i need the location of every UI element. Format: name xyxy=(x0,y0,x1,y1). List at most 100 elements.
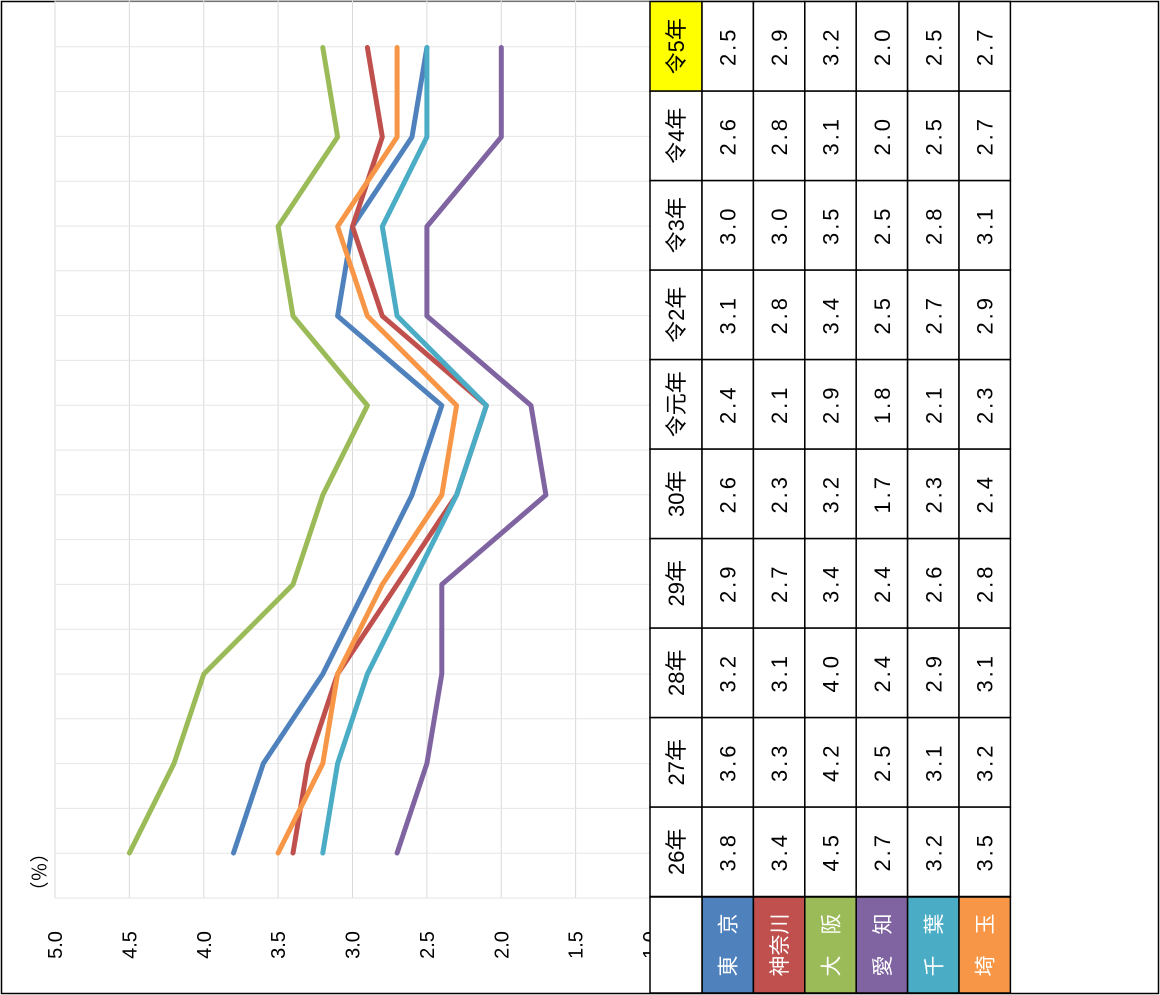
table-value-cell xyxy=(906,358,960,450)
table-value: 3.2 xyxy=(716,653,741,693)
table-value-cell xyxy=(804,269,857,361)
series-line-0 xyxy=(231,45,445,856)
table-value: 3.5 xyxy=(973,832,998,872)
table-value-cell xyxy=(958,716,1012,808)
table-value-cell xyxy=(855,0,909,92)
table-series-name: 千 葉 xyxy=(923,914,946,977)
table-value: 3.0 xyxy=(767,205,792,245)
y-tick-label: 4.5 xyxy=(119,931,141,959)
table-value-cell xyxy=(958,627,1012,719)
table-value: 3.1 xyxy=(973,653,998,693)
table-value-cell xyxy=(752,358,806,450)
y-tick-label: 2.0 xyxy=(491,931,513,959)
table-category-cell xyxy=(649,627,703,719)
table-category-cell xyxy=(649,179,703,271)
table-value: 2.3 xyxy=(921,474,946,514)
table-value-cell xyxy=(804,90,857,182)
table-value: 3.0 xyxy=(716,205,741,245)
table-series-name: 愛 知 xyxy=(872,914,895,977)
table-category-cell xyxy=(649,0,703,92)
table-value: 2.9 xyxy=(973,295,998,335)
table-value: 2.9 xyxy=(767,26,792,66)
table-value-cell xyxy=(958,806,1012,898)
table-series-name: 東 京 xyxy=(718,914,741,977)
table-value: 2.9 xyxy=(819,384,844,424)
table-value: 2.0 xyxy=(870,26,895,66)
table-category-cell xyxy=(649,269,703,361)
table-value-cell xyxy=(701,90,755,182)
table-value-cell xyxy=(804,806,857,898)
table-value-cell xyxy=(855,627,909,719)
table-category-cell xyxy=(649,806,703,898)
table-value: 3.8 xyxy=(716,832,741,872)
table-value-cell xyxy=(958,0,1012,92)
table-corner-cell xyxy=(649,896,703,994)
table-value-cell xyxy=(701,806,755,898)
table-value: 2.7 xyxy=(973,116,998,156)
table-value: 2.9 xyxy=(921,653,946,693)
table-series-name: 神奈川 xyxy=(769,914,792,977)
table-value: 2.4 xyxy=(716,384,741,424)
y-tick-labels: 5.04.54.03.53.02.52.01.51.0 xyxy=(45,931,662,959)
table-value-cell xyxy=(958,448,1012,540)
table-value: 2.4 xyxy=(973,474,998,514)
table-value: 2.3 xyxy=(973,384,998,424)
table-category-label: 29年 xyxy=(664,560,689,606)
table-value: 2.6 xyxy=(716,474,741,514)
table-value: 2.5 xyxy=(870,295,895,335)
table-value-cell xyxy=(958,269,1012,361)
table-value: 3.1 xyxy=(767,653,792,693)
table-value: 2.5 xyxy=(870,742,895,782)
table-value-cell xyxy=(855,269,909,361)
y-tick-label: 5.0 xyxy=(45,931,67,959)
table-value: 1.8 xyxy=(870,384,895,424)
table-value: 3.1 xyxy=(973,205,998,245)
table-category-label: 27年 xyxy=(664,739,689,785)
table-category-label: 令元年 xyxy=(664,371,689,437)
table-category-label: 令4年 xyxy=(664,108,689,164)
table-value: 2.1 xyxy=(921,384,946,424)
table-value-cell xyxy=(855,90,909,182)
table-value-cell xyxy=(906,269,960,361)
table-value: 2.7 xyxy=(767,563,792,603)
table-value-cell xyxy=(701,179,755,271)
y-tick-label: 3.0 xyxy=(343,931,365,959)
table-value: 4.5 xyxy=(819,832,844,872)
table-value-cell xyxy=(906,0,960,92)
table-value-cell xyxy=(752,179,806,271)
table-value: 3.2 xyxy=(819,474,844,514)
table-value: 3.1 xyxy=(921,742,946,782)
table-value: 2.7 xyxy=(870,832,895,872)
table-value: 3.2 xyxy=(973,742,998,782)
table-value: 3.4 xyxy=(819,563,844,603)
table-value-cell xyxy=(701,716,755,808)
table-category-cell xyxy=(649,537,703,629)
table-value-cell xyxy=(906,448,960,540)
table-series-cell xyxy=(752,896,806,994)
table-category-label: 令3年 xyxy=(664,197,689,253)
y-tick-label: 3.5 xyxy=(268,931,290,959)
series-line-4 xyxy=(320,45,489,856)
table-category-label: 28年 xyxy=(664,650,689,696)
table-value: 3.4 xyxy=(767,832,792,872)
table-value: 2.5 xyxy=(716,26,741,66)
table-value: 2.8 xyxy=(973,563,998,603)
table-value: 2.1 xyxy=(767,384,792,424)
table-value-cell xyxy=(855,716,909,808)
table-value-cell xyxy=(855,448,909,540)
table-value: 2.8 xyxy=(767,295,792,335)
table-value: 2.4 xyxy=(870,653,895,693)
table-category-label: 令5年 xyxy=(664,18,689,74)
table-value: 4.0 xyxy=(819,653,844,693)
table-value: 2.9 xyxy=(716,563,741,603)
table-value: 3.5 xyxy=(819,205,844,245)
table-value-cell xyxy=(701,0,755,92)
table-value-cell xyxy=(958,90,1012,182)
data-table: 26年 27年 28年 29年 30年 令元年 令2年 令3年 令4年 令5年 3.8 3.6 3.2 2… xyxy=(649,0,1012,994)
table-value: 4.2 xyxy=(819,742,844,782)
series-line-2 xyxy=(126,45,370,856)
table-value-cell xyxy=(804,179,857,271)
y-tick-label: 1.5 xyxy=(566,931,588,959)
table-category-label: 30年 xyxy=(664,471,689,517)
